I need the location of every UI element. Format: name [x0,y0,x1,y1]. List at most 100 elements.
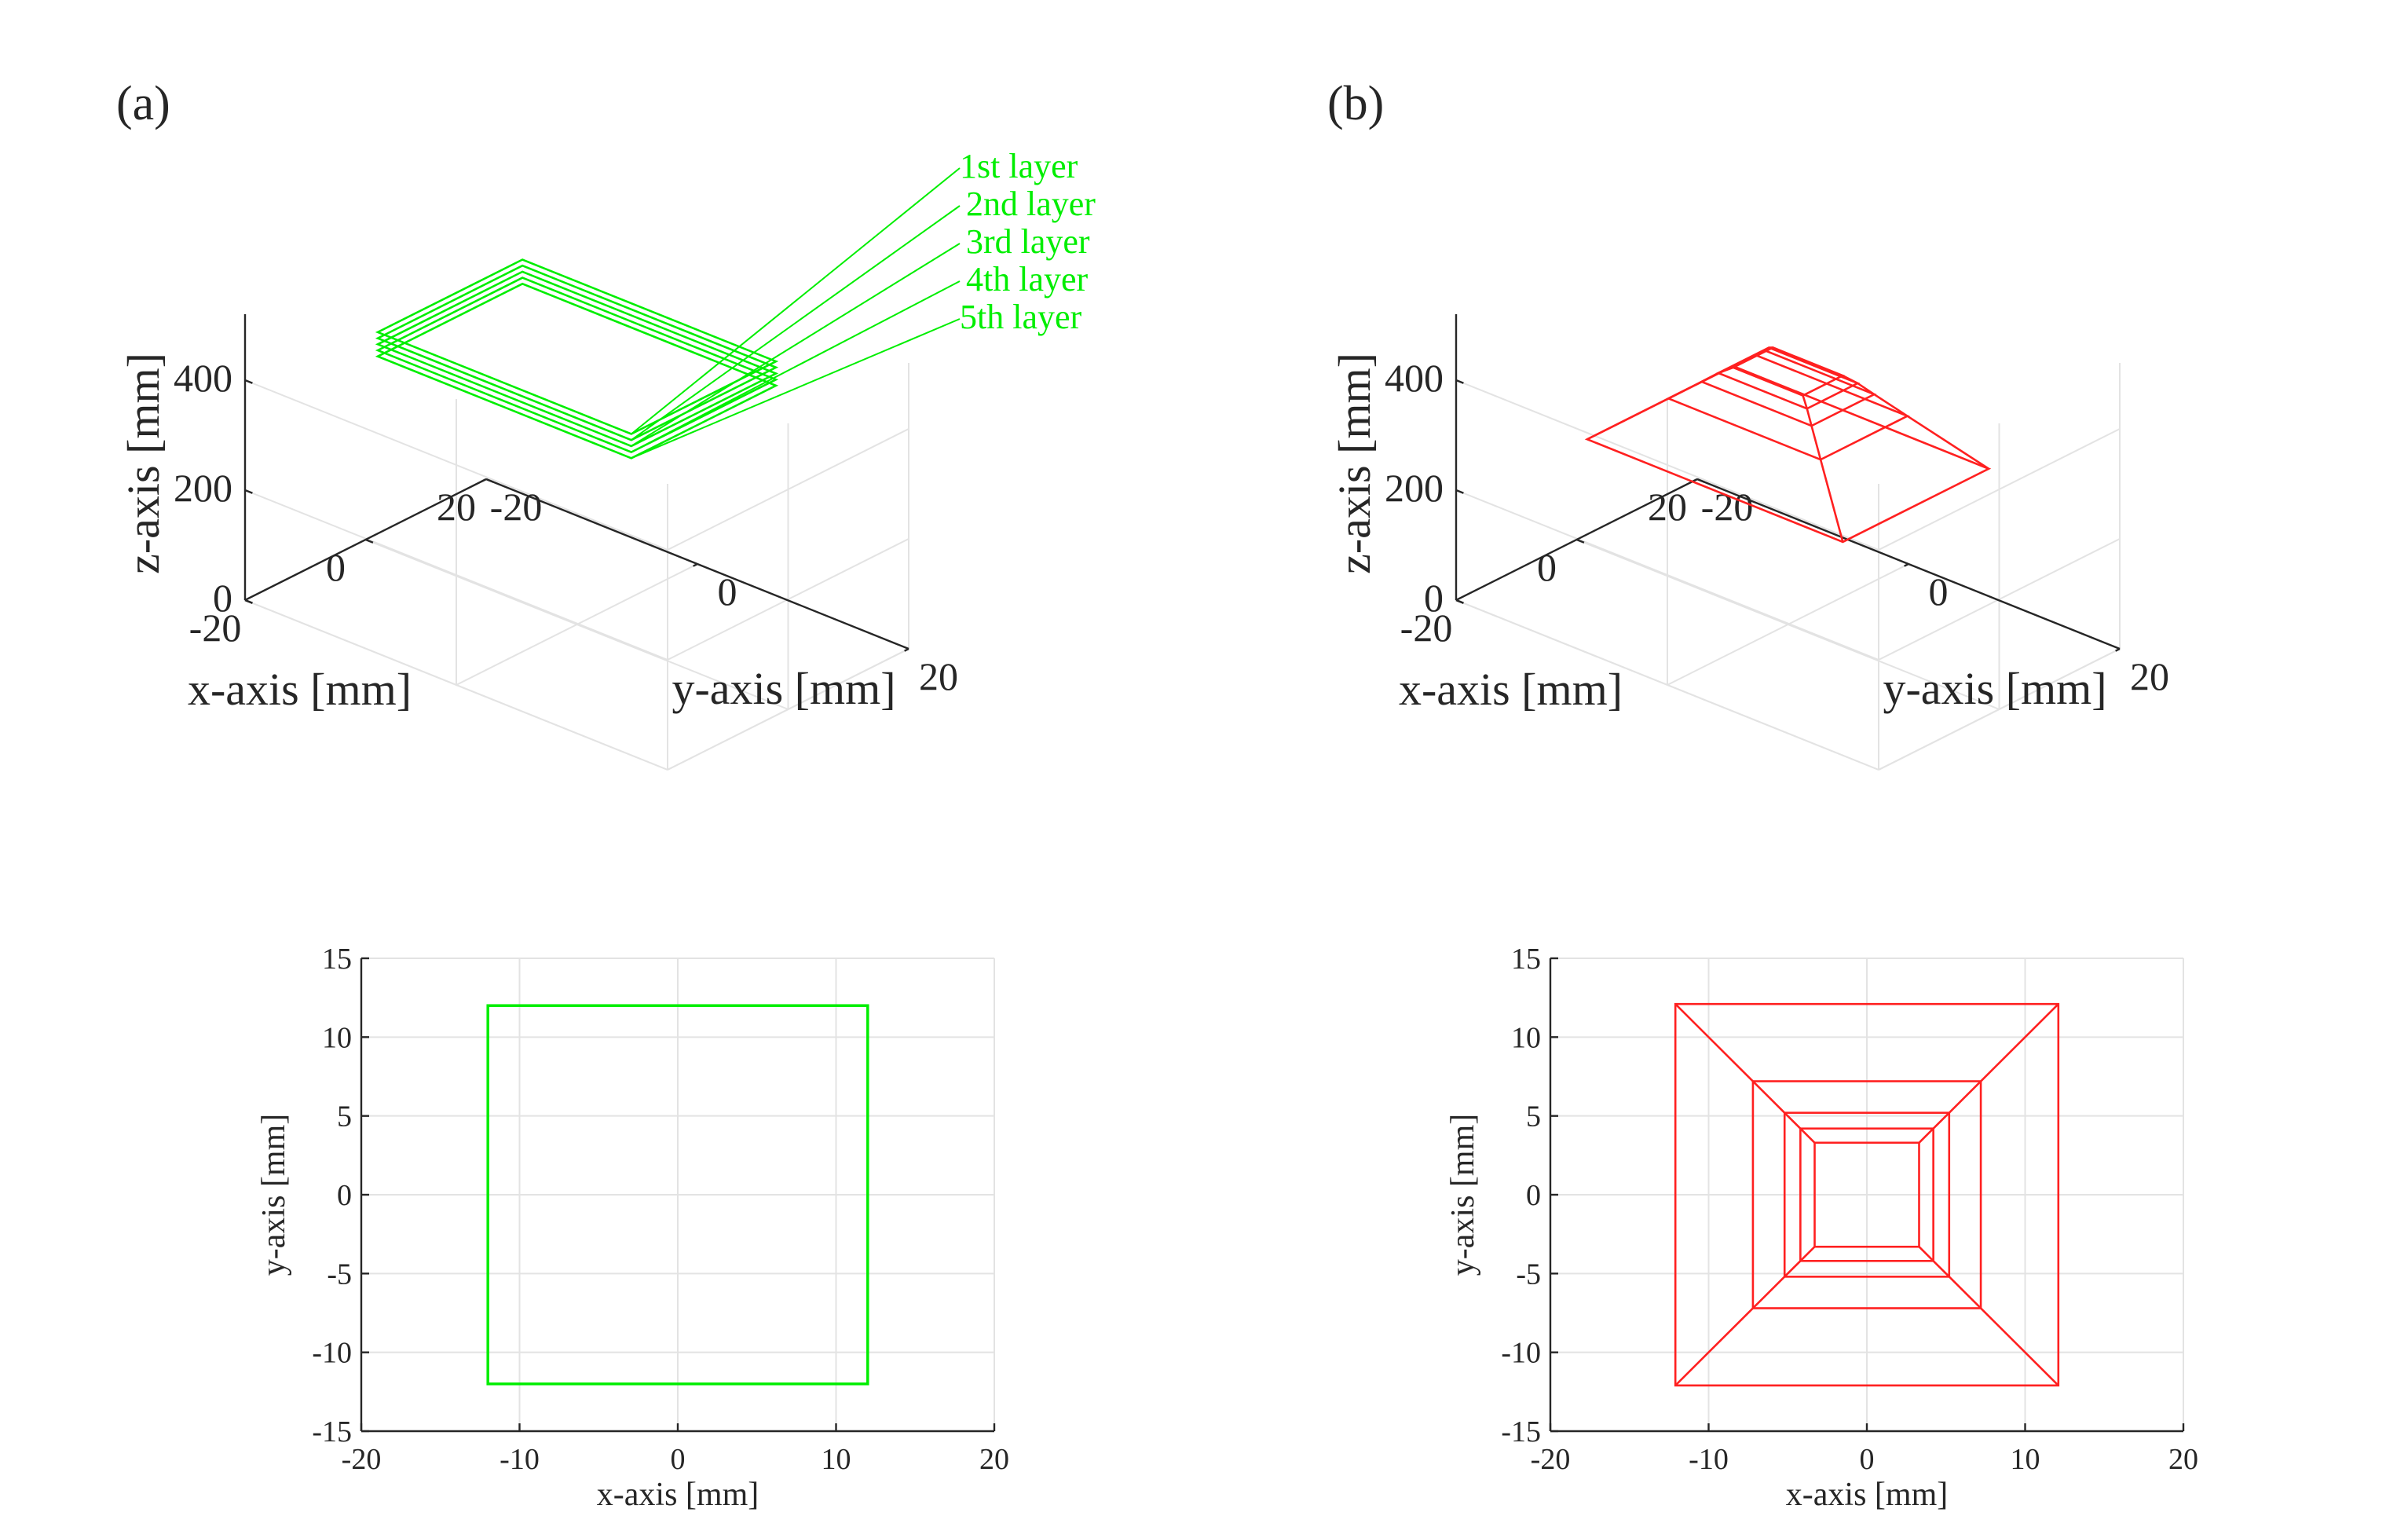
layer-connector [1701,372,1719,383]
layer-outline [375,264,779,441]
layer-connector [1799,1127,1816,1144]
y-tick-label: 15 [1511,943,1541,976]
y-tick-label: 0 [337,1179,352,1212]
layer-connector [1918,1127,1934,1144]
z-tick-label: 400 [174,356,232,400]
z-tick-mark [1455,489,1464,494]
z-tick-mark [244,599,253,604]
y-axis-label: y-axis [mm] [1883,663,2106,714]
x-tick-label: 0 [1537,545,1557,589]
layer-connector [1752,1080,1786,1114]
layer-connector [1819,459,1844,543]
grid-line [456,563,698,686]
y-tick-label: 0 [718,569,737,613]
layer-outline [486,1004,869,1386]
x-tick-label: 10 [822,1443,851,1476]
y-tick-label: 0 [1526,1179,1541,1212]
plot-b-2d: -20 -10 0 10 20 15 10 5 0 -5 -10 -15 x-axis [mm] y-ax… [1445,943,2198,1513]
layer-connector [1763,346,1769,352]
layer-outline [375,276,779,454]
y-tick-label: 0 [1929,569,1949,613]
z-tick-label: 0 [213,576,232,620]
y-tick-label: -10 [312,1337,352,1370]
y-tick-mark [2115,647,2121,652]
layer-outline [1813,1141,1920,1248]
plot-a-2d: -20 -10 0 10 20 15 10 5 0 -5 -10 -15 x-axis [mm] y-ax… [256,943,1009,1513]
y-tick-label: -15 [1501,1415,1541,1448]
z-tick-label: 200 [1385,466,1444,510]
y-tick-label: -10 [1501,1337,1541,1370]
y-tick-label: 20 [919,654,958,698]
layer-annotation-label: 1st layer [960,147,1078,185]
layer-connector [1810,425,1822,460]
z-tick-label: 400 [1385,356,1444,400]
panel-label-a: (a) [116,77,170,130]
layer-connector [1755,349,1766,357]
x-tick-label: 20 [979,1443,1009,1476]
y-tick-mark [904,647,909,652]
y-tick-label: -5 [1516,1258,1541,1291]
layer-annotation-leader [631,243,961,447]
layer-annotation-label: 5th layer [960,298,1082,336]
x-axis-label: x-axis [mm] [188,664,412,715]
panel-label-b: (b) [1327,77,1384,130]
y-tick-label: 5 [337,1100,352,1133]
layer-outline [375,258,779,435]
layer-connector [1980,1307,2059,1386]
layer-outline [375,282,779,460]
layer-connector [1948,1080,1982,1114]
y-axis-label: y-axis [mm] [672,663,895,714]
layer-connector [1802,395,1808,409]
layer-connector [1784,1111,1802,1130]
layer-connector [1667,380,1703,400]
z-axis-label: z-axis [mm] [1329,353,1380,574]
y-tick-label: 5 [1526,1100,1541,1133]
x-tick-label: -20 [189,606,242,650]
y-axis-label: y-axis [mm] [256,1114,292,1276]
z-tick-mark [1455,379,1464,384]
layer-annotation-label: 4th layer [966,260,1089,298]
x-axis-label: x-axis [mm] [597,1477,759,1513]
layer-connector [1799,1246,1816,1262]
layer-connector [1857,382,1876,396]
layer-connector [1674,1003,1754,1082]
layer-connector [1932,1111,1950,1130]
x-axis-label: x-axis [mm] [1399,664,1623,715]
layer-outline [375,270,779,448]
layer-annotation-leader [631,280,961,453]
y-tick-label: -5 [327,1258,352,1291]
y-tick-mark [1693,478,1698,482]
y-tick-label: 10 [322,1021,352,1054]
layer-connector [1918,1246,1934,1262]
x-tick-mark [1696,478,1705,483]
layer-connector [1752,1276,1786,1309]
layer-connector [1906,415,1989,470]
y-tick-label: -20 [490,485,543,529]
layer-connector [1784,1260,1802,1278]
layer-connector [1806,408,1813,427]
layer-annotation-label: 2nd layer [966,185,1096,223]
layer-connector [1718,366,1734,375]
x-tick-mark [365,538,374,544]
z-tick-mark [244,489,253,494]
y-tick-mark [481,478,487,482]
layer-connector [1980,1003,2059,1082]
layer-annotation-leader [631,167,961,435]
layer-connector [1932,1260,1950,1278]
z-tick-mark [1455,599,1464,604]
x-tick-label: -20 [1531,1443,1571,1476]
layer-outline [1783,1111,1951,1278]
layer-annotation-leader [631,318,961,460]
y-tick-mark [693,562,698,567]
y-tick-mark [1904,562,1909,567]
x-tick-label: -10 [500,1443,540,1476]
layer-connector [1842,374,1858,385]
y-tick-label: -20 [1701,485,1754,529]
z-tick-mark [244,379,253,384]
x-axis-label: x-axis [mm] [1786,1477,1948,1513]
x-tick-label: -10 [1689,1443,1729,1476]
